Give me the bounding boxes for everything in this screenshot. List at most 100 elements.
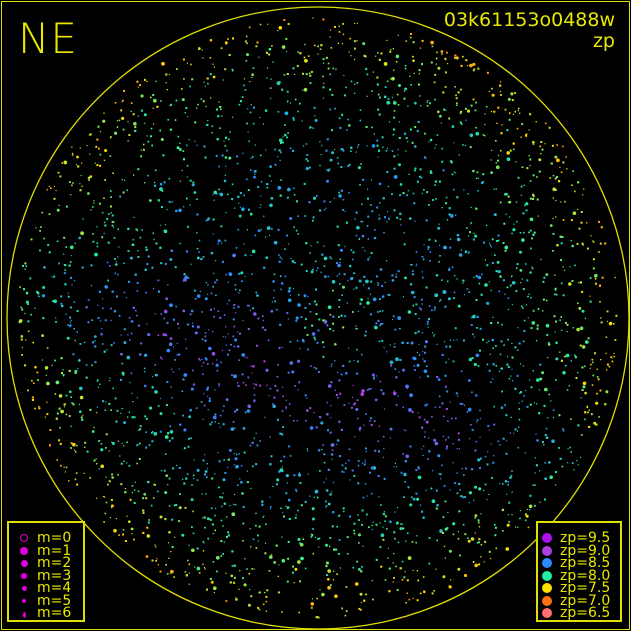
star-point bbox=[447, 63, 449, 65]
star-point bbox=[338, 273, 341, 275]
star-point bbox=[539, 363, 542, 366]
star-point bbox=[207, 293, 209, 295]
star-point bbox=[399, 527, 403, 531]
star-point bbox=[263, 215, 265, 217]
star-point bbox=[99, 164, 102, 167]
star-point bbox=[534, 457, 537, 459]
star-point bbox=[502, 242, 505, 244]
star-point bbox=[146, 135, 148, 137]
star-point bbox=[410, 33, 412, 35]
star-point bbox=[179, 142, 181, 144]
star-point bbox=[146, 263, 149, 265]
star-point bbox=[129, 498, 132, 501]
star-point bbox=[439, 244, 441, 246]
star-point bbox=[327, 502, 331, 506]
star-point bbox=[178, 353, 181, 356]
star-point bbox=[364, 55, 367, 58]
star-point bbox=[154, 313, 156, 315]
star-point bbox=[402, 527, 405, 530]
star-point bbox=[492, 316, 494, 318]
star-point bbox=[425, 219, 428, 222]
star-point bbox=[371, 580, 373, 582]
star-point bbox=[297, 560, 301, 564]
star-point bbox=[21, 346, 23, 349]
star-point bbox=[586, 222, 588, 224]
star-point bbox=[600, 226, 603, 229]
magnitude-legend-label: m=6 bbox=[37, 605, 72, 621]
star-point bbox=[315, 288, 318, 291]
star-point bbox=[27, 303, 29, 305]
star-point bbox=[477, 67, 480, 70]
zp-legend-label: zp=7.5 bbox=[560, 580, 611, 596]
star-point bbox=[342, 507, 345, 510]
star-point bbox=[168, 177, 171, 180]
star-point bbox=[358, 238, 361, 240]
star-point bbox=[475, 353, 480, 358]
star-point bbox=[179, 180, 181, 182]
star-point bbox=[532, 233, 535, 236]
star-point bbox=[268, 395, 270, 397]
star-point bbox=[142, 509, 145, 512]
star-point bbox=[207, 120, 209, 122]
star-point bbox=[506, 523, 510, 527]
star-point bbox=[57, 171, 60, 174]
star-point bbox=[560, 282, 563, 285]
star-point bbox=[327, 569, 331, 573]
star-point bbox=[424, 404, 427, 407]
star-point bbox=[371, 528, 373, 531]
star-point bbox=[212, 75, 216, 79]
star-point bbox=[76, 483, 79, 486]
star-point bbox=[431, 592, 434, 595]
star-point bbox=[276, 478, 280, 482]
star-point bbox=[115, 518, 117, 520]
star-point bbox=[337, 552, 340, 555]
star-point bbox=[329, 431, 332, 434]
star-point bbox=[369, 388, 372, 390]
star-point bbox=[421, 510, 424, 513]
star-point bbox=[325, 275, 327, 277]
star-point bbox=[501, 323, 503, 326]
star-point bbox=[131, 416, 134, 419]
star-point bbox=[183, 206, 185, 208]
star-point bbox=[259, 440, 261, 442]
star-point bbox=[107, 241, 110, 244]
star-point bbox=[340, 314, 343, 317]
star-point bbox=[357, 360, 359, 363]
star-point bbox=[60, 302, 63, 305]
star-point bbox=[614, 276, 616, 279]
star-point bbox=[592, 267, 595, 270]
star-point bbox=[332, 481, 335, 484]
star-point bbox=[224, 239, 227, 242]
star-point bbox=[529, 217, 534, 222]
star-point bbox=[439, 114, 442, 118]
star-point bbox=[562, 371, 566, 375]
star-point bbox=[204, 156, 207, 159]
star-point bbox=[467, 235, 470, 237]
star-point bbox=[523, 319, 526, 322]
star-point bbox=[313, 336, 316, 339]
star-point bbox=[416, 570, 418, 572]
star-point bbox=[394, 368, 397, 370]
star-point bbox=[81, 162, 83, 164]
star-point bbox=[490, 171, 493, 174]
star-point bbox=[392, 391, 397, 396]
star-point bbox=[212, 363, 214, 365]
star-point bbox=[273, 561, 276, 564]
star-point bbox=[279, 275, 282, 277]
star-point bbox=[412, 356, 417, 361]
star-point bbox=[601, 276, 604, 279]
star-point bbox=[441, 160, 444, 163]
star-point bbox=[243, 583, 247, 587]
star-point bbox=[239, 570, 241, 572]
star-point bbox=[459, 402, 462, 405]
star-point bbox=[371, 373, 375, 377]
star-point bbox=[326, 179, 329, 183]
star-point bbox=[135, 228, 138, 231]
star-point bbox=[338, 306, 340, 308]
star-point bbox=[388, 121, 391, 123]
star-point bbox=[522, 365, 524, 367]
star-point bbox=[147, 255, 150, 258]
star-point bbox=[246, 481, 249, 484]
star-point bbox=[433, 590, 435, 592]
star-point bbox=[378, 113, 381, 116]
